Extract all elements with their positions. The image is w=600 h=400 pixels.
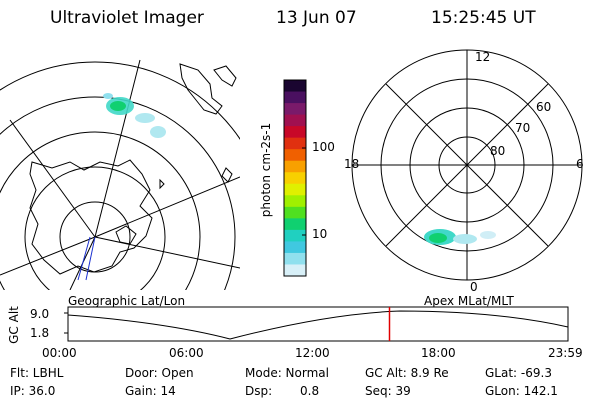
time-tick-1200: 12:00 (295, 346, 330, 360)
antarctica-coastline (29, 159, 153, 275)
colorbar-gradient (284, 80, 306, 277)
colorbar (283, 79, 307, 277)
colorbar-stripe (284, 206, 306, 219)
spacecraft-track (77, 236, 96, 281)
colorbar-tick-10: 10 (312, 227, 328, 241)
colorbar-stripe (284, 172, 306, 185)
colorbar-stripe (284, 149, 306, 162)
altitude-curve (67, 310, 569, 340)
altitude-plot (64, 306, 569, 342)
instrument-title: Ultraviolet Imager (50, 8, 204, 28)
colorbar-stripe (284, 91, 306, 104)
glat-readout: GLat: -69.3 (485, 366, 552, 380)
colorbar-stripe (284, 218, 306, 231)
colorbar-stripe (284, 137, 306, 150)
mlt-label-6: 6 (576, 157, 584, 171)
left-panel-label: Geographic Lat/Lon (68, 294, 186, 308)
gcalt-readout: GC Alt: 8.9 Re (365, 366, 449, 380)
colorbar-stripe (284, 229, 306, 243)
image-date: 13 Jun 07 (276, 8, 357, 28)
seq-readout: Seq: 39 (365, 384, 411, 398)
altitude-ytick-high: 9.0 (30, 307, 50, 321)
longitude-lines (0, 59, 240, 290)
colorbar-stripe (284, 114, 306, 127)
altitude-ytick-low: 1.8 (30, 326, 50, 340)
door-readout: Door: Open (125, 366, 194, 380)
colorbar-stripe (284, 252, 306, 266)
geographic-map (0, 59, 240, 290)
mlt-label-18: 18 (344, 157, 359, 171)
colorbar-stripe (284, 195, 306, 208)
filter-readout: Flt: LBHL (10, 366, 64, 380)
dsp-value: 0.8 (300, 384, 320, 398)
mlat-label-60: 60 (536, 100, 551, 114)
aurora-emission-mag (424, 229, 496, 245)
ip-readout: IP: 36.0 (10, 384, 56, 398)
dsp-label: Dsp: (245, 384, 273, 398)
colorbar-stripe (284, 241, 306, 254)
mlat-label-80: 80 (490, 144, 505, 158)
glon-readout: GLon: 142.1 (485, 384, 558, 398)
colorbar-stripe (284, 160, 306, 173)
colorbar-stripe (284, 126, 306, 139)
magnetic-polar-plot: 12 18 6 0 60 70 80 (344, 49, 584, 294)
mlt-label-12: 12 (475, 50, 490, 64)
colorbar-stripe (284, 264, 306, 277)
time-tick-0600: 06:00 (169, 346, 204, 360)
gain-readout: Gain: 14 (125, 384, 176, 398)
colorbar-stripe (284, 183, 306, 196)
mode-readout: Mode: Normal (245, 366, 329, 380)
right-panel-label: Apex MLat/MLT (424, 294, 514, 308)
time-tick-2359: 23:59 (548, 346, 583, 360)
colorbar-stripe (284, 103, 306, 116)
mlat-label-70: 70 (515, 121, 530, 135)
colorbar-stripe (284, 80, 306, 93)
colorbar-tick-100: 100 (312, 140, 335, 154)
latitude-circles (0, 61, 240, 290)
mlt-label-0: 0 (470, 280, 478, 294)
south-america-coastline (159, 63, 237, 190)
altitude-ylabel: GC Alt (7, 306, 21, 344)
image-time: 15:25:45 UT (431, 8, 536, 28)
time-tick-0000: 00:00 (42, 346, 77, 360)
time-tick-1800: 18:00 (421, 346, 456, 360)
aurora-emission (103, 93, 166, 138)
colorbar-label: photon cm-2s-1 (259, 122, 273, 218)
